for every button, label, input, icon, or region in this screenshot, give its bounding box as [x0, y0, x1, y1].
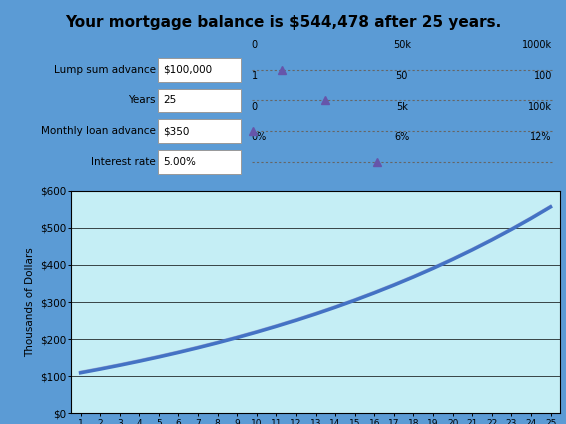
- Text: 0: 0: [252, 102, 258, 112]
- Text: 5.00%: 5.00%: [163, 157, 196, 167]
- Text: 100k: 100k: [528, 102, 552, 112]
- Text: Lump sum advance: Lump sum advance: [54, 65, 156, 75]
- FancyBboxPatch shape: [158, 58, 241, 81]
- FancyBboxPatch shape: [158, 120, 241, 143]
- Y-axis label: Thousands of Dollars: Thousands of Dollars: [25, 247, 35, 357]
- Text: 0%: 0%: [252, 132, 267, 142]
- Text: 25: 25: [163, 95, 176, 106]
- Text: Interest rate: Interest rate: [91, 157, 156, 167]
- Text: Your mortgage balance is $544,478 after 25 years.: Your mortgage balance is $544,478 after …: [65, 15, 501, 30]
- Text: 5k: 5k: [396, 102, 408, 112]
- Text: 0: 0: [252, 40, 258, 50]
- Text: 6%: 6%: [395, 132, 409, 142]
- Text: $100,000: $100,000: [163, 65, 212, 75]
- Text: 50k: 50k: [393, 40, 411, 50]
- Text: 50: 50: [396, 71, 408, 81]
- FancyBboxPatch shape: [158, 89, 241, 112]
- Text: Monthly loan advance: Monthly loan advance: [41, 126, 156, 136]
- Text: 12%: 12%: [530, 132, 552, 142]
- Text: $350: $350: [163, 126, 190, 136]
- FancyBboxPatch shape: [158, 150, 241, 174]
- Text: 1000k: 1000k: [522, 40, 552, 50]
- Text: 1: 1: [252, 71, 258, 81]
- Text: 100: 100: [534, 71, 552, 81]
- Text: Years: Years: [128, 95, 156, 106]
